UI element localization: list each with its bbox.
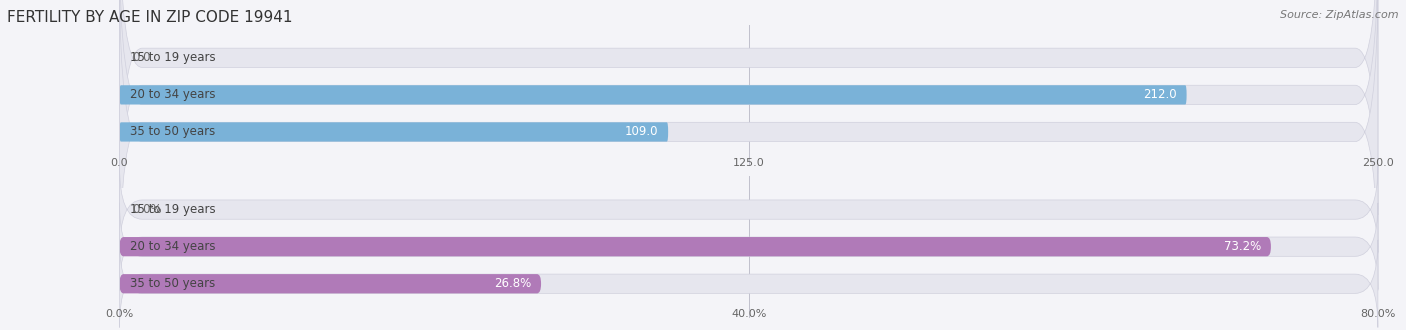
Text: 15 to 19 years: 15 to 19 years [129, 51, 215, 64]
FancyBboxPatch shape [120, 0, 1378, 215]
Text: 15 to 19 years: 15 to 19 years [129, 203, 215, 216]
FancyBboxPatch shape [120, 240, 1378, 327]
FancyBboxPatch shape [120, 0, 1378, 289]
Text: 73.2%: 73.2% [1223, 240, 1261, 253]
FancyBboxPatch shape [120, 122, 668, 142]
FancyBboxPatch shape [120, 203, 1378, 290]
FancyBboxPatch shape [120, 0, 1378, 252]
Text: FERTILITY BY AGE IN ZIP CODE 19941: FERTILITY BY AGE IN ZIP CODE 19941 [7, 10, 292, 25]
Text: 109.0: 109.0 [624, 125, 658, 139]
Text: 20 to 34 years: 20 to 34 years [129, 88, 215, 101]
FancyBboxPatch shape [120, 85, 1187, 105]
Text: Source: ZipAtlas.com: Source: ZipAtlas.com [1281, 10, 1399, 20]
FancyBboxPatch shape [120, 237, 1271, 256]
FancyBboxPatch shape [120, 274, 541, 293]
Text: 0.0%: 0.0% [132, 203, 162, 216]
FancyBboxPatch shape [120, 166, 1378, 253]
Text: 212.0: 212.0 [1143, 88, 1177, 101]
Text: 20 to 34 years: 20 to 34 years [129, 240, 215, 253]
Text: 26.8%: 26.8% [494, 277, 531, 290]
Text: 35 to 50 years: 35 to 50 years [129, 125, 215, 139]
Text: 35 to 50 years: 35 to 50 years [129, 277, 215, 290]
Text: 0.0: 0.0 [132, 51, 150, 64]
